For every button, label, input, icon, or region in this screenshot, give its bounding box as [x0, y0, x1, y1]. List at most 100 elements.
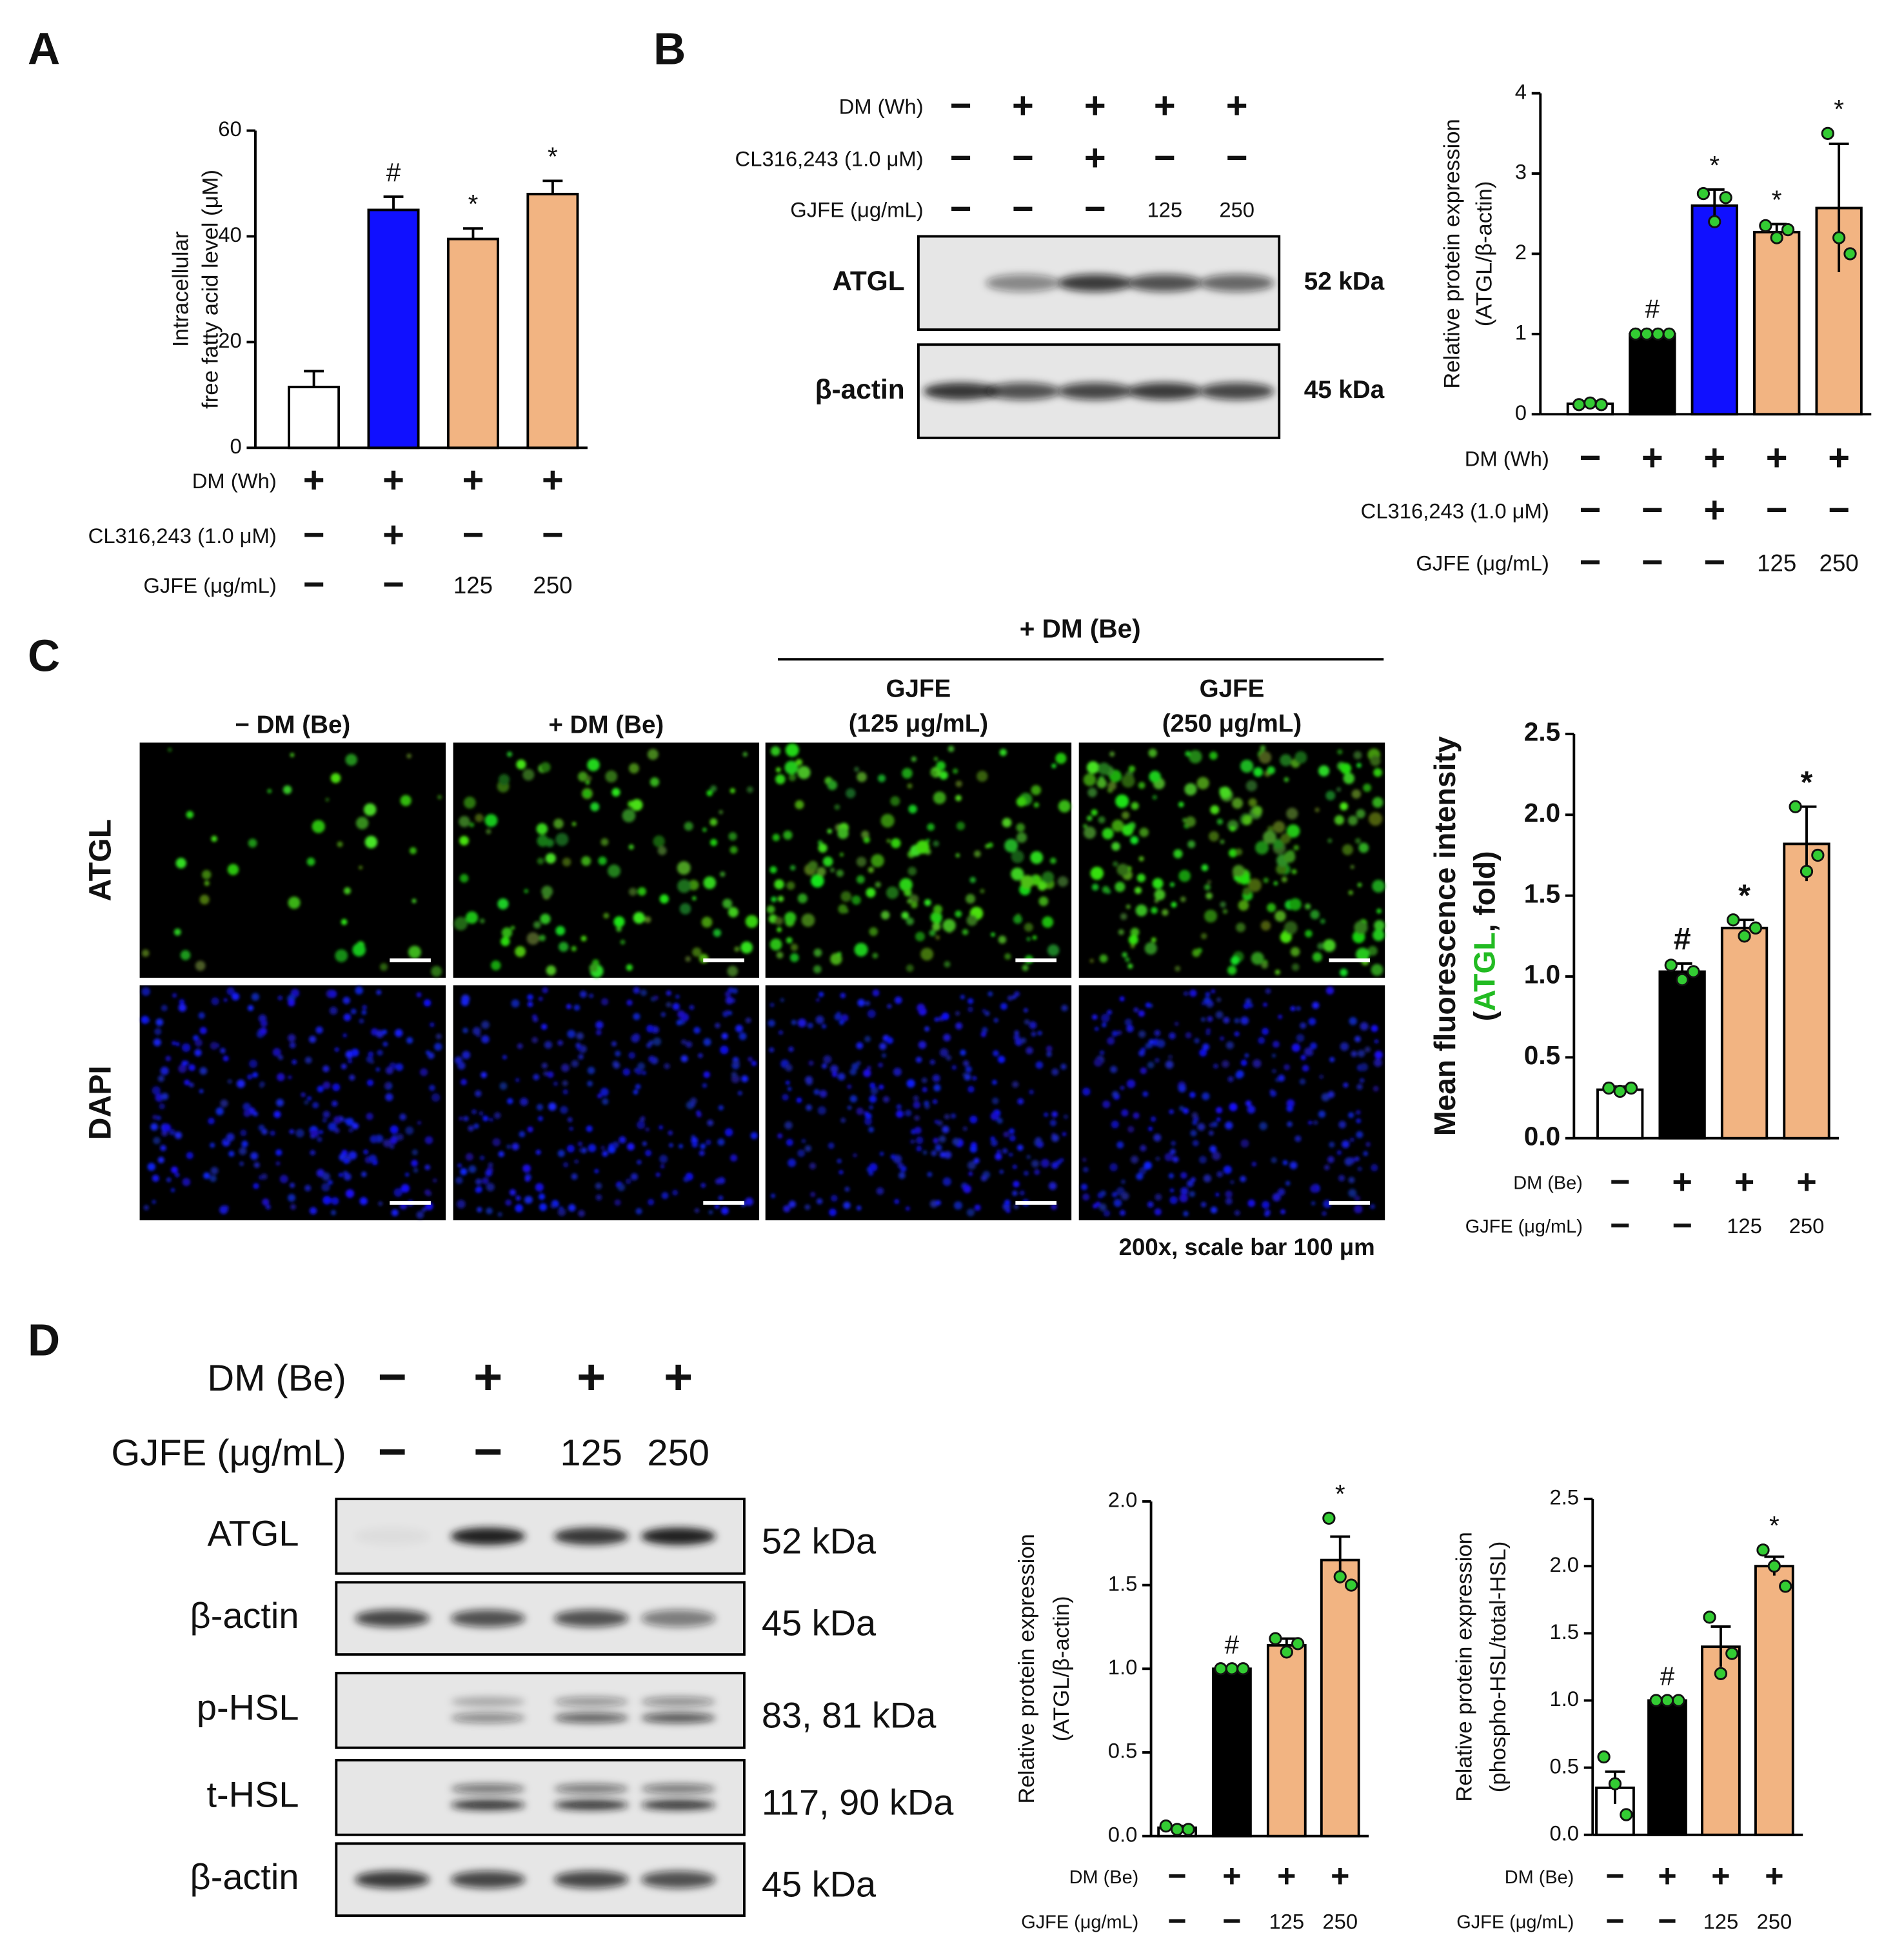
cell: [580, 935, 587, 942]
cell: [382, 1139, 392, 1147]
cell: [1107, 1036, 1115, 1045]
data-point: [1344, 1578, 1358, 1592]
cell: [276, 1098, 284, 1107]
cell: [1082, 1158, 1087, 1162]
blot-header-cell: +: [1154, 85, 1176, 126]
cell: [1253, 1059, 1262, 1068]
cell: [1149, 771, 1161, 783]
cell: [1259, 1122, 1267, 1131]
data-point: [1236, 1662, 1250, 1676]
cell: [1337, 749, 1343, 755]
cell: [789, 953, 799, 962]
cell: [171, 1166, 178, 1174]
cell: [243, 1102, 251, 1111]
cell: [846, 788, 856, 798]
cell: [209, 1175, 217, 1182]
cell: [507, 1098, 513, 1104]
cell: [672, 1002, 680, 1011]
cell: [882, 1053, 886, 1058]
cell: [550, 1204, 555, 1209]
cell: [261, 1173, 268, 1180]
data-point: [1703, 1611, 1716, 1624]
cell: [722, 1011, 726, 1015]
treatment-cell: 125: [1269, 1909, 1304, 1933]
data-point: [1620, 1808, 1633, 1821]
cell: [361, 1171, 367, 1177]
cell: [546, 965, 557, 976]
blot-header-cell: +: [1084, 137, 1106, 179]
cell: [813, 948, 822, 957]
cell: [1302, 1064, 1309, 1072]
cell: [567, 1117, 573, 1122]
treatment-cell: −: [1605, 1903, 1624, 1939]
cell: [801, 913, 815, 927]
cell: [1154, 898, 1159, 903]
cell: [1014, 991, 1020, 997]
data-point: [1664, 958, 1678, 972]
blot-band: [1057, 274, 1133, 292]
cell: [155, 1018, 164, 1026]
cell: [897, 1162, 904, 1169]
cell: [797, 893, 808, 904]
cell: [511, 926, 515, 930]
cell: [933, 840, 940, 847]
cell: [871, 854, 884, 867]
cell: [936, 761, 946, 771]
cell: [733, 1060, 740, 1067]
data-point: [1727, 913, 1740, 927]
cell: [505, 1199, 512, 1206]
cell: [1312, 952, 1322, 962]
cell: [660, 1164, 665, 1169]
blot-band: [923, 382, 998, 401]
significance-mark: *: [548, 141, 558, 171]
treatment-cell: +: [382, 514, 404, 555]
cell: [611, 788, 620, 797]
cell: [1286, 1105, 1293, 1112]
cell: [907, 898, 912, 904]
cell: [265, 1204, 271, 1210]
cell: [577, 771, 588, 782]
cell: [886, 886, 899, 899]
cell: [698, 1053, 703, 1058]
blot-band: [986, 382, 1060, 401]
cell: [199, 895, 210, 905]
cell: [605, 770, 618, 783]
cell: [906, 964, 914, 972]
cell: [907, 866, 917, 876]
cell: [1119, 996, 1125, 1002]
cell: [816, 998, 820, 1002]
cell: [466, 911, 479, 924]
cell: [995, 1153, 1002, 1160]
cell: [535, 1183, 544, 1192]
cell: [784, 1121, 793, 1129]
cell: [939, 1151, 946, 1158]
cell: [1117, 1030, 1122, 1035]
cell: [1327, 838, 1333, 843]
cell: [935, 935, 940, 940]
cell: [226, 1133, 235, 1142]
cell: [1182, 1107, 1189, 1114]
significance-mark: *: [1738, 878, 1750, 913]
y-axis-label: Intracellular: [168, 232, 193, 347]
cell: [628, 844, 634, 850]
cell: [1260, 920, 1271, 931]
cell: [295, 1129, 304, 1138]
cell: [174, 1131, 183, 1139]
cell: [1093, 1204, 1098, 1209]
cell: [253, 1111, 258, 1116]
cell: [1280, 754, 1292, 766]
cell: [1119, 1209, 1126, 1216]
cell: [955, 1022, 963, 1030]
cell: [924, 899, 931, 906]
cell: [1082, 1193, 1090, 1201]
cell: [932, 922, 941, 931]
treatment-cell: +: [1703, 437, 1725, 479]
cell: [1240, 1139, 1249, 1148]
cell: [1178, 869, 1191, 882]
cell: [1155, 1058, 1160, 1063]
cell: [856, 1042, 864, 1049]
cell: [195, 960, 206, 971]
cell: [540, 913, 551, 924]
cell: [278, 1055, 283, 1060]
cell: [1317, 942, 1324, 950]
